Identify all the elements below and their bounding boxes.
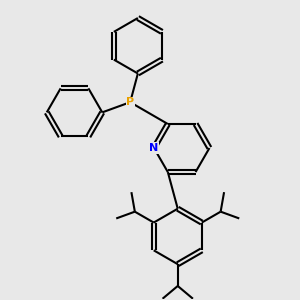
Text: N: N [149, 143, 159, 153]
Text: P: P [126, 97, 134, 107]
